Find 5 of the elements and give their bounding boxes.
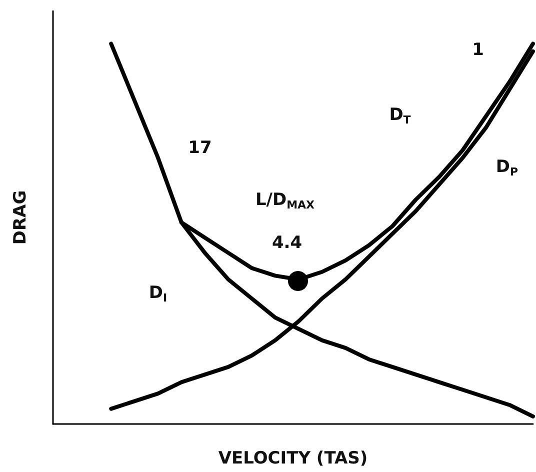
- annotation: 4.4: [272, 233, 302, 253]
- x-axis-title: VELOCITY (TAS): [218, 448, 368, 468]
- y-axis-title: DRAG: [10, 190, 30, 245]
- annotation: 17: [188, 138, 212, 158]
- annotation: 1: [472, 40, 484, 60]
